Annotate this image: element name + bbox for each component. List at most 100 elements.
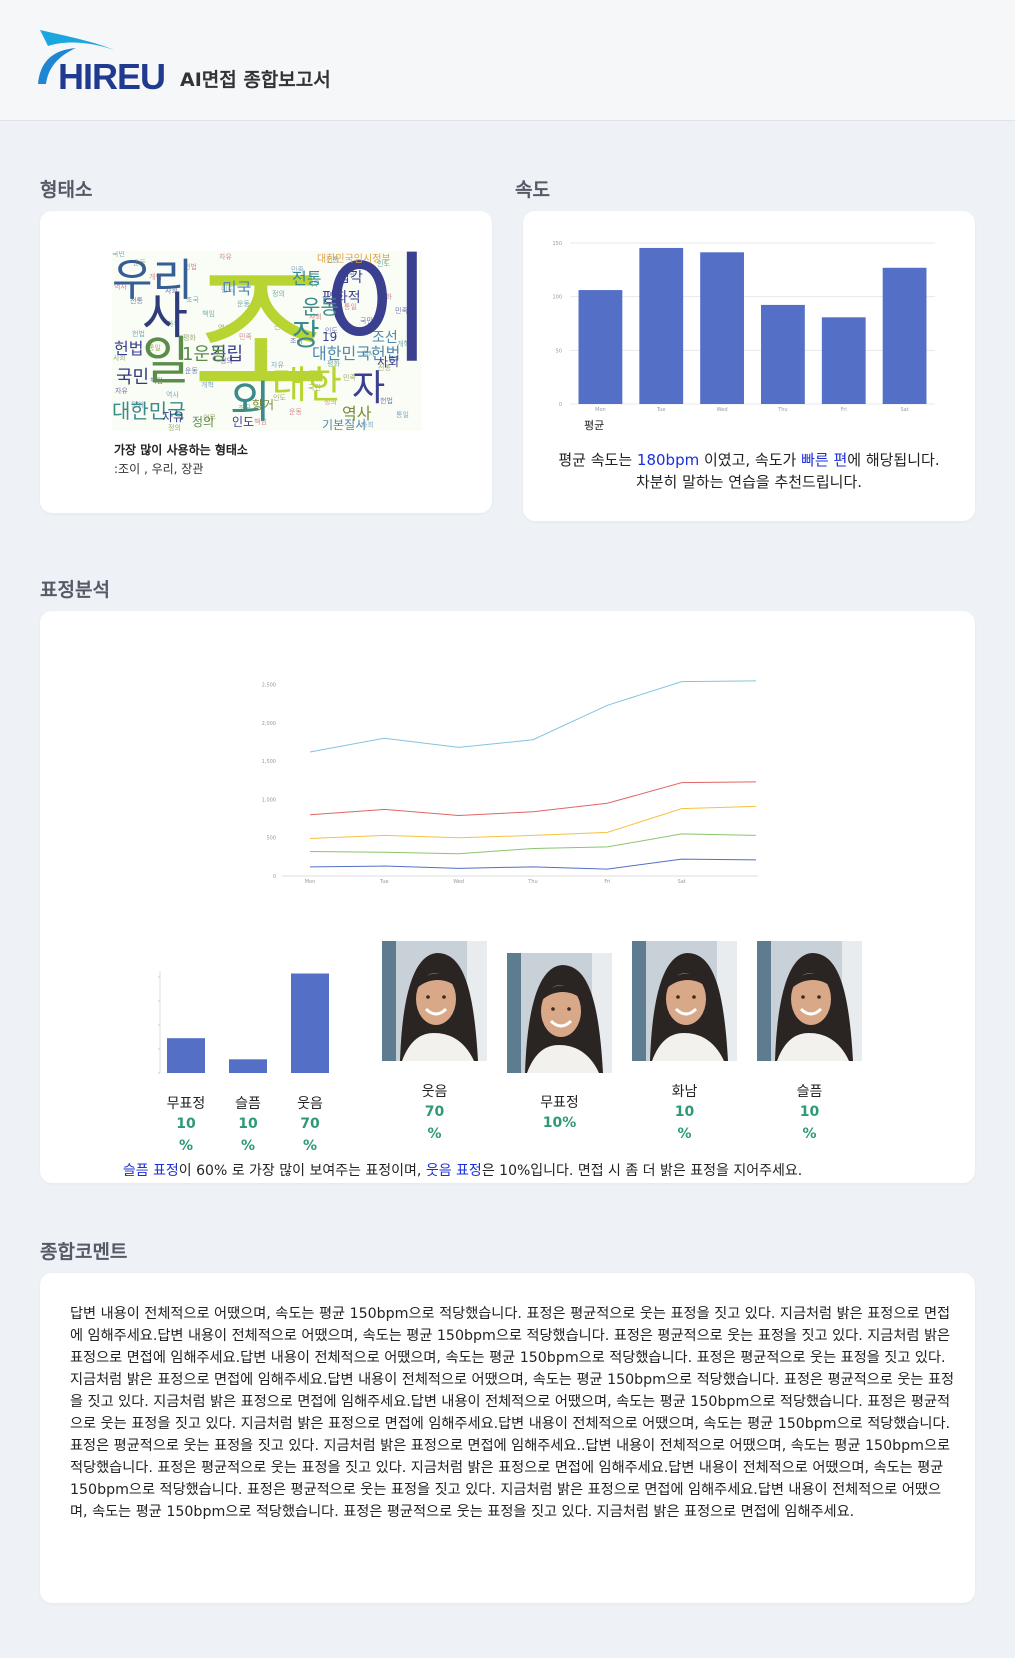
comment-card: 답변 내용이 전체적으로 어땠으며, 속도는 평균 150bpm으로 적당했습니… (40, 1273, 975, 1603)
wordcloud-word: 역사 (218, 324, 231, 332)
comment-text: 답변 내용이 전체적으로 어땠으며, 속도는 평균 150bpm으로 적당했습니… (70, 1306, 955, 1520)
face-value-angry: 10% (674, 1104, 695, 1142)
wordcloud-word: 인도 (221, 286, 234, 294)
wordcloud-word: 국민 (112, 251, 125, 258)
line-series (309, 781, 757, 817)
bar-value-smile: 70% (300, 1116, 320, 1154)
face-label-smile: 웃음 (421, 1084, 448, 1100)
face-value-sad: 10% (799, 1104, 820, 1142)
speed-summary-line1: 평균 속도는 180bpm 이였고, 속도가 빠른 편에 해당됩니다. (558, 451, 940, 469)
wordcloud-word: 정의 (192, 415, 215, 429)
wordcloud-word: 의무 (255, 347, 268, 355)
logo-text: HIREU (58, 56, 166, 97)
section-title-comment: 종합코멘트 (40, 1241, 128, 1263)
speed-summary-line2: 차분히 말하는 연습을 추천드립니다. (635, 473, 863, 491)
wordcloud-word: 장 (292, 318, 320, 353)
hireu-logo[interactable]: HIREU (36, 28, 166, 97)
morpheme-caption: 가장 많이 사용하는 형태소 (114, 443, 248, 457)
wordcloud-word: 평화 (183, 334, 196, 342)
wordcloud-word: 19 (322, 330, 338, 344)
y-tick-label: 2,500 (262, 683, 276, 689)
wordcloud-word: 건립 (210, 344, 244, 365)
wordcloud-word: 정의 (168, 424, 181, 432)
x-tick-label: Sat (678, 879, 686, 885)
logo-swoosh-icon (38, 30, 114, 84)
line-series (309, 805, 757, 839)
wordcloud-word: 인도 (325, 327, 338, 335)
x-tick-label: Tue (656, 407, 666, 413)
face-image-neutral (507, 953, 612, 1073)
wordcloud-word: 운동 (289, 408, 302, 416)
wordcloud-word: 헌법 (114, 339, 144, 358)
wordcloud-word: 조선 (372, 330, 398, 346)
wordcloud-word: 전통 (326, 256, 339, 264)
face-label-sad: 슬픔 (796, 1084, 823, 1100)
bar-value-sad: 10% (238, 1116, 258, 1154)
x-tick-label: Sat (900, 407, 908, 413)
wordcloud-word: 일 (142, 332, 190, 392)
bar-value-neutral: 10% (176, 1116, 196, 1154)
wordcloud-word: 조국 (238, 404, 251, 412)
y-tick-label: 1,000 (262, 797, 276, 803)
speed-bar (639, 247, 684, 404)
face-image-sad (757, 941, 862, 1061)
wordcloud-word: 운동 (185, 367, 198, 375)
wordcloud-word: 통일 (344, 303, 357, 311)
wordcloud-word: 헌법 (132, 330, 145, 338)
wordcloud-word: 사회 (361, 421, 374, 429)
line-series (309, 833, 757, 855)
word-cloud: 민족 조국 운동 헌법 평화 전통 인도 정의 자유 역사 사회 국민 의무 책임 개혁 통일 민족 조국 운동 헌법… (112, 251, 422, 431)
expression-summary: 슬픔 표정이 60% 로 가장 많이 보여주는 표정이며, 웃음 표정은 10%… (122, 1163, 803, 1179)
face-label-angry: 화남 (671, 1084, 698, 1100)
wordcloud-word: 헌법 (184, 263, 197, 271)
x-tick-label: Fri (841, 407, 847, 413)
wordcloud-word: 대한민국헌법 (312, 344, 401, 363)
wordcloud-word: 자 (352, 368, 386, 409)
x-tick-label: Thu (527, 879, 537, 885)
wordcloud-word: 통일 (148, 344, 161, 352)
wordcloud-word: 전통 (130, 297, 143, 305)
expression-bar (167, 1038, 205, 1073)
wordcloud-word: 헌법 (236, 371, 249, 379)
wordcloud-word: 민족 (343, 374, 356, 382)
wordcloud-word: 1운동 (182, 344, 227, 365)
wordcloud-word: 개혁 (397, 340, 410, 348)
y-tick-label: 100 (552, 295, 562, 301)
wordcloud-word: 자유 (162, 410, 185, 424)
wordcloud-word: 국민 (360, 317, 373, 325)
wordcloud-word: 자유 (115, 387, 128, 395)
wordcloud-word: 자유 (219, 253, 232, 261)
speed-value: 180bpm (636, 451, 700, 469)
face-image-angry (632, 941, 737, 1061)
speed-bar-chart: 0 50 100 150 Mon Tue Wed Thu Fri Sat (552, 241, 935, 413)
bar-label-sad: 슬픔 (235, 1096, 261, 1112)
wordcloud-word: 자유 (271, 361, 284, 369)
section-title-expression: 표정분석 (40, 579, 110, 601)
bar-label-neutral: 무표정 (166, 1096, 206, 1112)
wordcloud-word: 의무 (203, 414, 216, 422)
wordcloud-word: 조국 (290, 337, 303, 345)
speed-bar (761, 304, 805, 404)
face-label-neutral: 무표정 (540, 1095, 579, 1111)
y-tick-label: 0 (559, 402, 562, 408)
wordcloud-word: 사 (142, 287, 188, 345)
wordcloud-word: 사회 (113, 354, 126, 362)
x-tick-label: Mon (305, 879, 316, 885)
morpheme-top-words: :조이 , 우리, 장관 (114, 462, 204, 476)
wordcloud-word: 정의 (324, 398, 337, 406)
wordcloud-word: 평화 (327, 360, 340, 368)
wordcloud-word: 조 (192, 251, 331, 423)
wordcloud-word: 전통 (292, 269, 322, 288)
section-title-speed: 속도 (515, 179, 550, 201)
wordcloud-word: 사회 (377, 355, 400, 369)
wordcloud-word: 역사 (362, 350, 375, 358)
wordcloud-word: 헌법 (380, 397, 393, 405)
speed-bar (821, 317, 866, 404)
wordcloud-word: 통일 (396, 411, 409, 419)
wordcloud-word: 조국 (342, 270, 355, 278)
wordcloud-word: 개혁 (149, 273, 162, 281)
y-tick-label: 2,000 (262, 721, 276, 727)
wordcloud-word: 의무 (307, 280, 320, 288)
face-value-neutral: 10% (542, 1115, 577, 1131)
y-tick-label: 1,500 (262, 759, 276, 765)
